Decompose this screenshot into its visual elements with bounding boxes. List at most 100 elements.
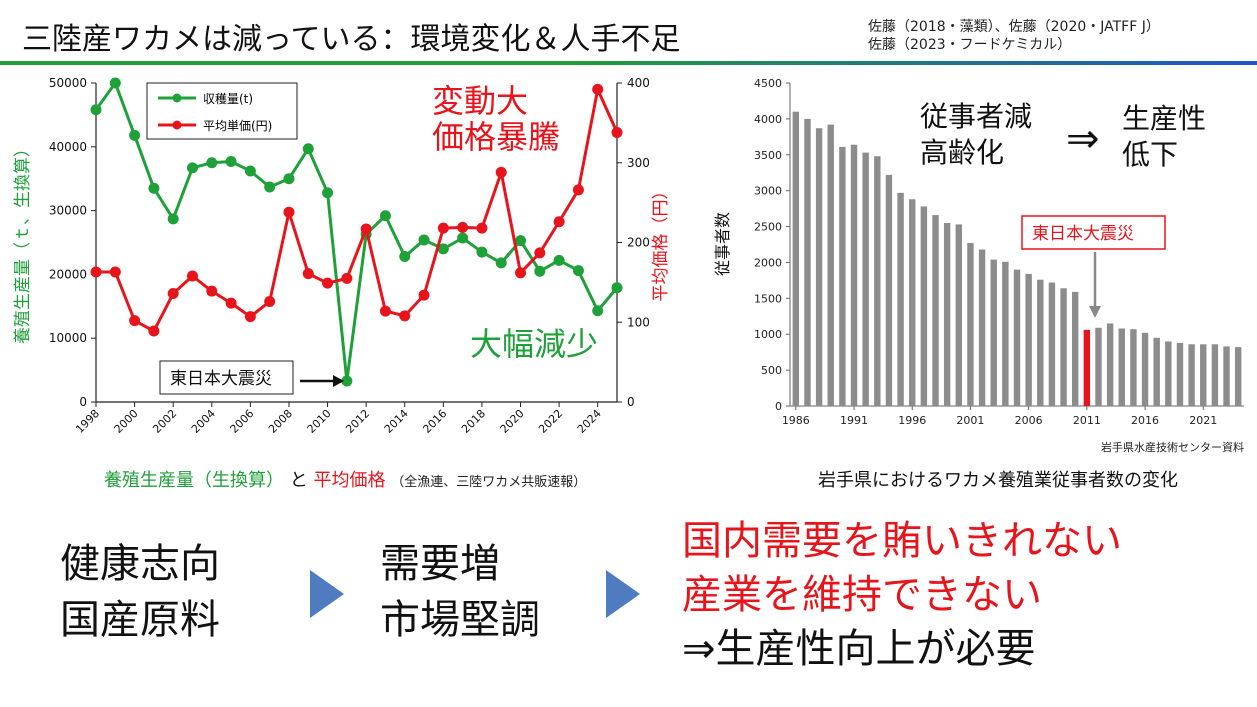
flow-step-1: 健康志向 国産原料 (60, 536, 220, 648)
series-1-point (148, 325, 160, 337)
series-1-point (186, 270, 198, 282)
x-tick-label: 2008 (266, 407, 295, 436)
bar-y-tick-label: 1000 (754, 328, 782, 341)
bar-y-tick-label: 1500 (754, 292, 782, 305)
bar (815, 128, 823, 406)
x-tick-label: 2016 (420, 407, 449, 436)
flow-arrow-2-icon (606, 570, 640, 618)
flow-result-line-1: 国内需要を賄いきれない (682, 518, 1122, 564)
series-0-point (611, 282, 623, 294)
y2-tick-label: 300 (627, 156, 650, 170)
header-divider (0, 61, 1257, 65)
x-tick-label: 2006 (228, 407, 257, 436)
bar-y-tick-label: 4500 (754, 77, 782, 90)
flow-step-1-line-1: 健康志向 (60, 541, 220, 587)
bar-y-tick-label: 500 (761, 364, 782, 377)
bar (850, 144, 858, 406)
x-tick-label: 2014 (382, 407, 411, 436)
bar (1153, 337, 1160, 406)
annotation-aging: 高齢化 (920, 136, 1004, 169)
flow-arrow-1-icon (310, 570, 344, 618)
series-1-point (322, 277, 334, 289)
bar (1025, 273, 1032, 406)
bar-x-tick-label: 2006 (1015, 414, 1043, 427)
bar (943, 222, 951, 406)
x-tick-label: 2012 (343, 407, 372, 436)
bar-x-tick-label: 1986 (782, 414, 810, 427)
annotation-price-spike: 価格暴騰 (432, 118, 560, 156)
left-caption: 養殖生産量（生換算） と 平均価格 （全漁連、三陸ワカメ共販速報） (104, 466, 586, 492)
annotation-productivity: 生産性 (1122, 102, 1206, 135)
annotation-decline: 低下 (1122, 138, 1178, 171)
series-0-point (534, 265, 546, 277)
bar-y-tick-label: 4000 (754, 113, 782, 126)
bar (909, 199, 916, 406)
series-1-point (264, 296, 276, 308)
y2-axis-label: 平均価格（円） (651, 183, 671, 302)
series-1-point (495, 166, 507, 178)
series-0-point (148, 182, 160, 194)
flow-result-line-3: ⇒生産性向上が必要 (682, 626, 1036, 672)
bar (1013, 269, 1021, 406)
bar-y-tick-label: 3500 (754, 149, 782, 162)
references: 佐藤（2018・藻類）、佐藤（2020・JATFF J） 佐藤（2023・フード… (868, 18, 1160, 54)
x-tick-label: 2002 (150, 407, 179, 436)
bar (1072, 291, 1079, 406)
flow-result-line-2: 産業を維持できない (682, 572, 1042, 618)
bar (804, 118, 811, 406)
series-0-point (244, 165, 256, 177)
series-0-point (264, 181, 276, 193)
series-0-point (129, 129, 141, 141)
series-1-point (553, 216, 565, 228)
bar (978, 249, 986, 406)
series-0-point (457, 232, 469, 244)
series-0-point (283, 173, 295, 185)
x-tick-label: 2020 (498, 407, 527, 436)
series-0-point (90, 104, 102, 116)
flow-step-1-line-2: 国産原料 (60, 597, 220, 643)
legend-label-yield: 収穫量(t) (203, 92, 253, 106)
series-1-point (129, 315, 141, 327)
refs-line-1: 佐藤（2018・藻類）、佐藤（2020・JATFF J） (868, 19, 1160, 35)
series-1-point (457, 221, 469, 233)
x-tick-label: 2004 (189, 407, 218, 436)
series-0-point (341, 375, 353, 387)
series-0-point (437, 243, 449, 255)
y2-tick-label: 400 (627, 76, 650, 90)
bar (955, 224, 962, 406)
bar (792, 111, 800, 406)
y-tick-label: 50000 (49, 76, 87, 90)
series-1-point (399, 310, 411, 322)
y-tick-label: 30000 (49, 204, 87, 218)
bar (897, 192, 904, 406)
series-1-point (341, 272, 353, 284)
bar (827, 124, 834, 407)
bar-x-tick-label: 2011 (1073, 414, 1101, 427)
series-1-point (534, 247, 546, 259)
y-tick-label: 10000 (49, 331, 87, 345)
chart-legend: 収穫量(t) 平均単価(円) (146, 82, 298, 140)
bar-x-tick-label: 1991 (840, 414, 868, 427)
series-0-point (302, 143, 314, 155)
bar-y-tick-label: 3000 (754, 185, 782, 198)
flow-step-2: 需要増 市場堅調 (380, 536, 540, 648)
series-1-point (283, 206, 295, 218)
caption-and: と (289, 470, 308, 491)
bar (1188, 344, 1195, 406)
implies-arrow: ⇒ (1066, 116, 1100, 162)
series-1-point (90, 266, 102, 278)
series-0-point (379, 210, 391, 222)
series-0-point (515, 235, 527, 247)
bar (1118, 328, 1125, 406)
bar (920, 206, 928, 406)
x-tick-label: 2000 (112, 407, 141, 436)
bar (932, 215, 939, 406)
series-0-point (553, 254, 565, 266)
annotation-quake: 東日本大震災 (170, 369, 272, 389)
bar (1002, 261, 1009, 406)
bar-x-tick-label: 1996 (898, 414, 926, 427)
bar-highlight-2011 (1083, 329, 1091, 406)
series-0-point (109, 77, 121, 89)
y2-tick-label: 0 (627, 395, 635, 409)
y-tick-label: 40000 (49, 140, 87, 154)
